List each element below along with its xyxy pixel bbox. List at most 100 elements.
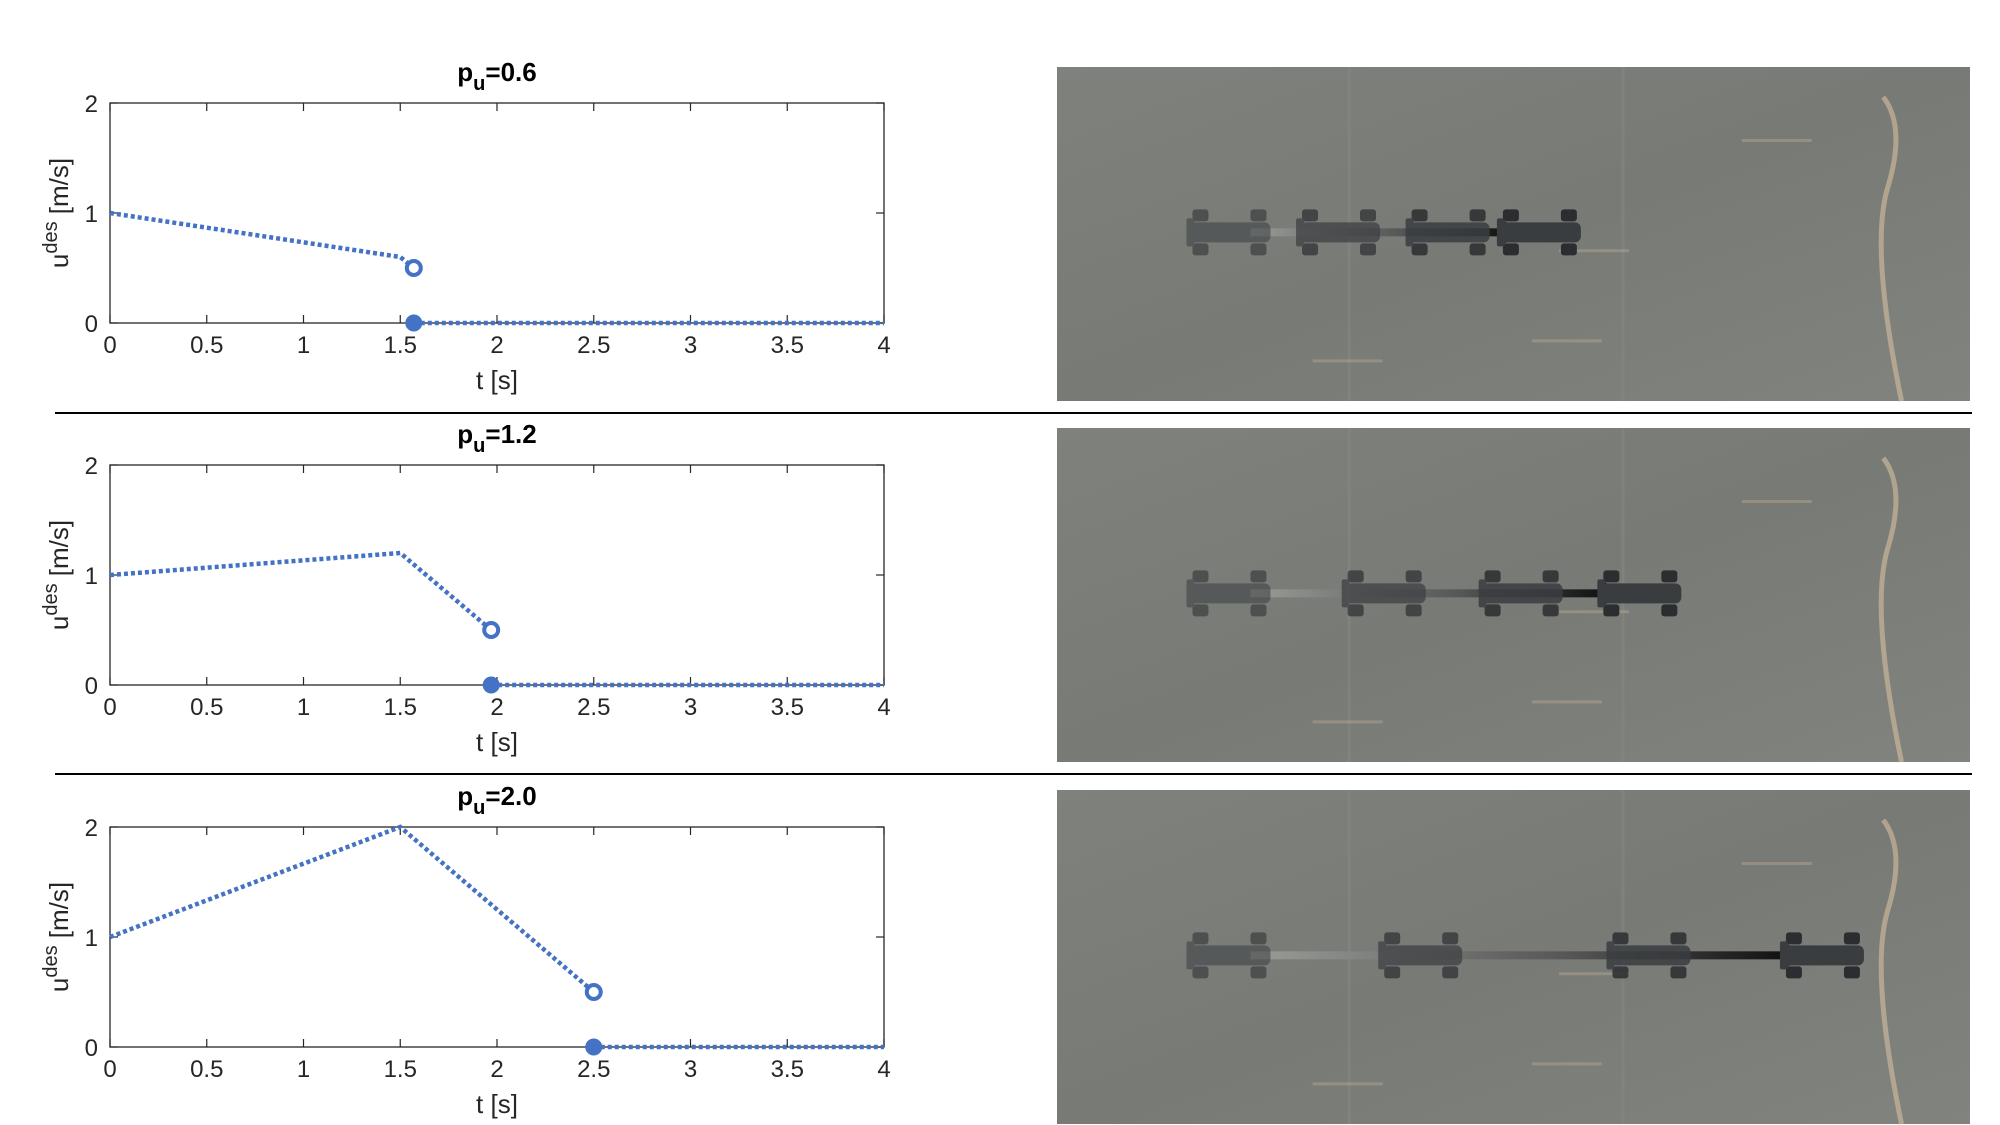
vehicle-wheel bbox=[1661, 570, 1678, 583]
vehicle-body bbox=[1382, 945, 1463, 966]
vehicle-wheel bbox=[1250, 966, 1267, 979]
y-tick-label: 1 bbox=[85, 925, 98, 952]
vehicle-wheel bbox=[1360, 243, 1377, 256]
x-tick-label: 1.5 bbox=[384, 694, 417, 721]
vehicle-bumper bbox=[1341, 579, 1350, 608]
vehicle-bumper bbox=[1496, 218, 1505, 247]
vehicle-wheel bbox=[1384, 932, 1401, 945]
vehicle-snapshot-4 bbox=[1597, 570, 1682, 617]
vehicle-photo-3 bbox=[1057, 790, 1970, 1125]
title-base: p bbox=[457, 781, 473, 811]
x-tick-label: 4 bbox=[877, 694, 890, 721]
title-rest: =1.2 bbox=[485, 419, 536, 449]
vehicle-wheel bbox=[1250, 932, 1267, 945]
vehicle-wheel bbox=[1192, 209, 1209, 222]
x-tick-label: 3.5 bbox=[771, 332, 804, 359]
open-circle-marker bbox=[404, 259, 423, 277]
y-tick-label: 0 bbox=[85, 311, 98, 338]
x-tick-label: 0.5 bbox=[190, 1056, 223, 1083]
vehicle-wheel bbox=[1360, 209, 1377, 222]
x-tick-label: 4 bbox=[877, 332, 890, 359]
x-tick-label: 3.5 bbox=[771, 694, 804, 721]
ylabel-base: u bbox=[44, 254, 74, 268]
vehicle-bumper bbox=[1606, 941, 1615, 970]
vehicle-wheel bbox=[1347, 570, 1364, 583]
vehicle-wheel bbox=[1250, 209, 1267, 222]
x-tick-label: 1 bbox=[297, 1056, 310, 1083]
vehicle-wheel bbox=[1542, 604, 1559, 617]
vehicle-wheel bbox=[1411, 209, 1428, 222]
vehicle-wheel bbox=[1785, 932, 1802, 945]
plot-area bbox=[109, 464, 885, 686]
y-axis-label: udes [m/s] bbox=[40, 158, 74, 268]
y-tick-label: 2 bbox=[85, 91, 98, 118]
vehicle-wheel bbox=[1302, 209, 1319, 222]
vehicle-wheel bbox=[1469, 209, 1486, 222]
vehicle-body bbox=[1345, 583, 1426, 604]
vehicle-wheel bbox=[1469, 243, 1486, 256]
vehicle-bumper bbox=[1478, 579, 1487, 608]
vehicle-body bbox=[1610, 945, 1691, 966]
plot-area bbox=[109, 826, 885, 1048]
vehicle-wheel bbox=[1250, 570, 1267, 583]
vehicle-body bbox=[1409, 222, 1490, 243]
vehicle-body bbox=[1482, 583, 1563, 604]
vehicle-wheel bbox=[1250, 243, 1267, 256]
vehicle-wheel bbox=[1785, 966, 1802, 979]
vehicle-wheel bbox=[1484, 570, 1501, 583]
x-tick-label: 1.5 bbox=[384, 1056, 417, 1083]
vehicle-wheel bbox=[1612, 932, 1629, 945]
ylabel-rest: [m/s] bbox=[44, 520, 74, 584]
vehicle-body bbox=[1783, 945, 1864, 966]
vehicle-snapshot-2 bbox=[1341, 570, 1426, 617]
title-subscript: u bbox=[473, 797, 485, 819]
filled-circle-marker bbox=[482, 676, 500, 694]
y-axis-label: udes [m/s] bbox=[40, 520, 74, 630]
plot-area bbox=[109, 102, 885, 324]
x-tick-label: 2.5 bbox=[577, 1056, 610, 1083]
x-tick-label: 3 bbox=[684, 332, 697, 359]
x-tick-label: 4 bbox=[877, 1056, 890, 1083]
vehicle-wheel bbox=[1192, 966, 1209, 979]
ylabel-base: u bbox=[44, 978, 74, 992]
x-tick-label: 1.5 bbox=[384, 332, 417, 359]
vehicle-wheel bbox=[1442, 966, 1459, 979]
chart-title: pu=1.2 bbox=[457, 419, 536, 457]
vehicle-body bbox=[1601, 583, 1682, 604]
vehicle-wheel bbox=[1670, 966, 1687, 979]
y-tick-label: 1 bbox=[85, 563, 98, 590]
title-rest: =0.6 bbox=[485, 57, 536, 87]
vehicle-body bbox=[1190, 222, 1271, 243]
painted-line bbox=[1878, 818, 1904, 1125]
vehicle-wheel bbox=[1192, 243, 1209, 256]
vehicle-snapshot-1 bbox=[1186, 570, 1271, 617]
x-tick-label: 2.5 bbox=[577, 694, 610, 721]
vehicle-wheel bbox=[1843, 966, 1860, 979]
vehicle-snapshot-2 bbox=[1378, 932, 1463, 979]
vehicle-snapshot-3 bbox=[1478, 570, 1563, 617]
vehicle-bumper bbox=[1186, 218, 1195, 247]
vehicle-bumper bbox=[1186, 579, 1195, 608]
vehicle-bumper bbox=[1186, 941, 1195, 970]
vehicle-snapshot-4 bbox=[1779, 932, 1864, 979]
vehicle-wheel bbox=[1670, 932, 1687, 945]
ylabel-rest: [m/s] bbox=[44, 882, 74, 946]
ylabel-superscript: des bbox=[40, 583, 62, 615]
vehicle-wheel bbox=[1502, 209, 1519, 222]
vehicle-wheel bbox=[1603, 570, 1620, 583]
vehicle-wheel bbox=[1612, 966, 1629, 979]
vehicle-wheel bbox=[1411, 243, 1428, 256]
x-tick-label: 3 bbox=[684, 1056, 697, 1083]
vehicle-body bbox=[1190, 583, 1271, 604]
title-subscript: u bbox=[473, 435, 485, 457]
vehicle-photo-2 bbox=[1057, 428, 1970, 763]
vehicle-snapshot-1 bbox=[1186, 209, 1271, 256]
trajectory-arrow-shaft bbox=[1250, 589, 1605, 598]
title-subscript: u bbox=[473, 73, 485, 95]
vehicle-wheel bbox=[1484, 604, 1501, 617]
ylabel-base: u bbox=[44, 616, 74, 630]
vehicle-wheel bbox=[1250, 604, 1267, 617]
vehicle-wheel bbox=[1347, 604, 1364, 617]
x-tick-label: 1 bbox=[297, 332, 310, 359]
